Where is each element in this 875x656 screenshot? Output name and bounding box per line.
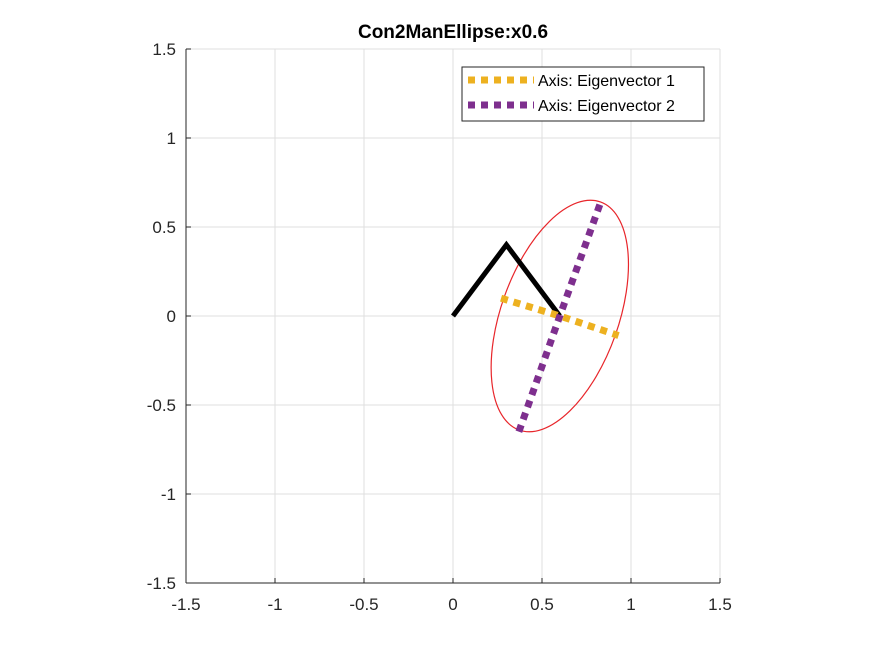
eigenvector-2-line <box>515 200 605 433</box>
x-tick-label: 1.5 <box>708 595 732 614</box>
x-tick-label: -0.5 <box>349 595 378 614</box>
y-tick-label: 0 <box>167 307 176 326</box>
y-tick-label: -0.5 <box>147 396 176 415</box>
y-tick-label: 1.5 <box>152 40 176 59</box>
x-tick-label: -1.5 <box>171 595 200 614</box>
x-tick-label: 0.5 <box>530 595 554 614</box>
y-axis: 1.5 1 0.5 0 -0.5 -1 -1.5 <box>147 40 191 593</box>
x-tick-label: -1 <box>267 595 282 614</box>
x-tick-label: 0 <box>448 595 457 614</box>
x-axis: -1.5 -1 -0.5 0 0.5 1 1.5 <box>171 578 732 614</box>
x-tick-label: 1 <box>626 595 635 614</box>
y-tick-label: -1 <box>161 485 176 504</box>
legend-label-2: Axis: Eigenvector 2 <box>538 98 675 115</box>
manipulator-links <box>450 240 562 318</box>
legend-box <box>461 66 705 122</box>
y-tick-label: -1.5 <box>147 574 176 593</box>
plot-area <box>450 199 630 433</box>
chart-title: Con2ManEllipse:x0.6 <box>358 22 548 43</box>
legend-label-1: Axis: Eigenvector 1 <box>538 73 675 90</box>
legend: Axis: Eigenvector 1 Axis: Eigenvector 2 <box>461 66 705 122</box>
y-tick-label: 0.5 <box>152 218 176 237</box>
y-tick-label: 1 <box>167 129 176 148</box>
